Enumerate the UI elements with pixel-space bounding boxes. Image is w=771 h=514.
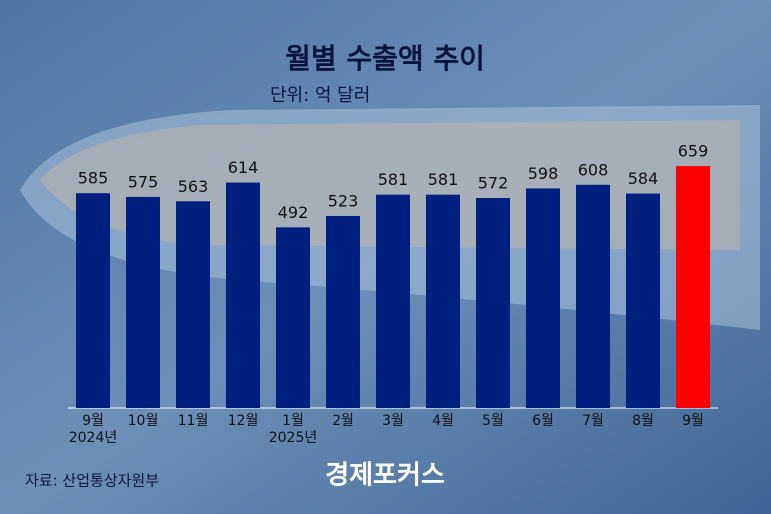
value-label: 523 — [328, 191, 359, 210]
value-label: 598 — [528, 164, 559, 183]
x-tick-label: 12월 — [228, 413, 259, 429]
x-tick-label: 1월 — [282, 413, 304, 429]
bar — [126, 196, 160, 408]
ship-hull — [40, 120, 740, 250]
bar — [576, 184, 610, 408]
x-tick-label: 8월 — [632, 413, 654, 429]
value-label: 492 — [278, 203, 309, 222]
bar — [376, 194, 410, 408]
value-label: 581 — [378, 170, 409, 189]
x-tick-label: 2월 — [332, 413, 354, 429]
value-label: 608 — [578, 160, 609, 179]
value-label: 614 — [228, 158, 259, 177]
bar — [476, 197, 510, 408]
source: 자료: 산업통상자원부 — [25, 472, 159, 490]
x-tick-label: 7월 — [582, 413, 604, 429]
bar — [326, 215, 360, 408]
x-tick-label: 5월 — [482, 413, 504, 429]
value-label: 572 — [478, 173, 509, 192]
bar — [226, 182, 260, 408]
x-tick-label: 9월 — [682, 413, 704, 429]
chart-title: 월별 수출액 추이 — [285, 42, 485, 75]
value-label: 584 — [628, 169, 659, 188]
value-label: 659 — [678, 142, 709, 161]
x-tick-label: 3월 — [382, 413, 404, 429]
value-label: 563 — [178, 177, 209, 196]
x-tick-label: 4월 — [432, 413, 454, 429]
bar — [526, 188, 560, 408]
value-label: 575 — [128, 172, 159, 191]
chart-subtitle: 단위: 억 달러 — [270, 85, 370, 106]
bar — [426, 194, 460, 408]
brand: 경제포커스 — [325, 461, 445, 491]
x-year-label: 2025년 — [269, 430, 318, 446]
value-label: 585 — [78, 169, 109, 188]
x-tick-label: 10월 — [128, 413, 159, 429]
x-tick-label: 9월 — [82, 413, 104, 429]
bar — [676, 166, 710, 408]
x-tick-label: 6월 — [532, 413, 554, 429]
bar — [276, 227, 310, 408]
bar — [76, 193, 110, 408]
x-tick-label: 11월 — [178, 413, 209, 429]
value-label: 581 — [428, 170, 459, 189]
bar — [176, 201, 210, 408]
x-year-label: 2024년 — [69, 430, 118, 446]
bar — [626, 193, 660, 408]
